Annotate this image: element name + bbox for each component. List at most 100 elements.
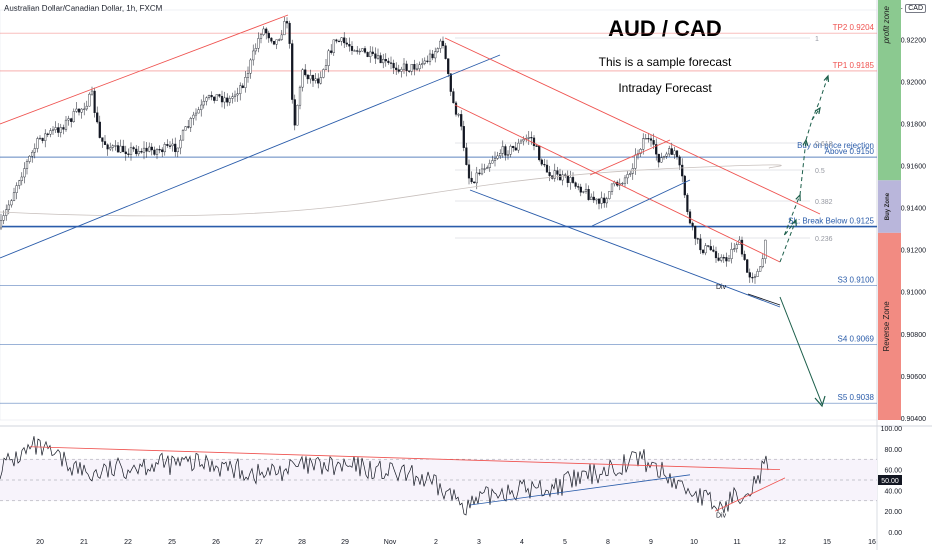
candle-body <box>647 138 650 140</box>
level-label: SL: Break Below 0.9125 <box>788 217 874 226</box>
candle-body <box>439 40 442 49</box>
candle-body <box>249 59 252 74</box>
candle-body <box>181 129 185 141</box>
candle-body <box>384 59 387 62</box>
rsi-line <box>0 436 769 516</box>
level-label: S4 0.9069 <box>838 334 875 343</box>
divergence-label: Div <box>716 284 727 291</box>
candle-body <box>239 85 242 94</box>
candle-body <box>512 145 515 149</box>
forecast-type: Intraday Forecast <box>618 81 712 95</box>
reverse-arrow-line <box>779 296 823 405</box>
time-tick-label: 12 <box>778 539 786 546</box>
candle-body <box>101 137 104 142</box>
fib-label: 0.382 <box>815 199 833 206</box>
zone-label: Reverse Zone <box>882 301 891 352</box>
candle-body <box>462 126 465 148</box>
currency-badge[interactable]: CAD <box>905 4 926 13</box>
candle-body <box>207 95 211 99</box>
rsi-tick-label: 20.00 <box>884 509 902 516</box>
candle-body <box>491 160 494 164</box>
candle-body <box>535 145 538 147</box>
candle-body <box>743 253 746 260</box>
candle-body <box>145 147 148 152</box>
candle-body <box>77 108 81 113</box>
candle-body <box>402 63 406 70</box>
candle-body <box>436 48 439 52</box>
candle-body <box>460 114 463 127</box>
candle-body <box>649 138 653 141</box>
candle-body <box>278 39 281 41</box>
candle-body <box>558 174 562 181</box>
candle-body <box>236 93 239 96</box>
candle-body <box>538 145 541 161</box>
rsi-tick-label: 100.00 <box>881 426 903 433</box>
candle-body <box>725 257 728 262</box>
candle-body <box>314 78 317 81</box>
candle-body <box>545 164 549 173</box>
candle-body <box>707 245 710 247</box>
time-tick-label: 29 <box>341 539 349 546</box>
candle-body <box>595 198 598 201</box>
candle-body <box>756 271 759 277</box>
candle-body <box>597 198 601 204</box>
forecast-title: AUD / CAD <box>608 16 722 41</box>
candle-body <box>753 276 757 278</box>
candle-body <box>340 37 343 42</box>
candle-body <box>98 121 101 138</box>
candle-body <box>517 142 520 151</box>
level-label: Above 0.9150 <box>825 147 875 156</box>
candle-body <box>454 102 458 115</box>
candle-body <box>356 50 359 52</box>
candle-body <box>267 32 270 39</box>
time-tick-label: 9 <box>649 539 653 546</box>
candle-body <box>41 137 44 141</box>
zone-band <box>878 232 901 420</box>
candle-body <box>366 52 369 57</box>
candle-body <box>330 50 333 53</box>
price-tick-label: 0.91800 <box>901 122 926 129</box>
price-tick-label: 0.92200 <box>901 37 926 44</box>
candle-body <box>233 94 237 97</box>
forecast-arrow-tp4-head <box>814 106 821 115</box>
fib-label: 0.236 <box>815 236 833 243</box>
candle-body <box>15 185 18 193</box>
candle-body <box>483 168 486 170</box>
candle-body <box>371 51 374 54</box>
candle-body <box>64 119 68 130</box>
candle-body <box>350 46 354 51</box>
candle-body <box>553 170 556 179</box>
candle-body <box>106 144 109 150</box>
candle-body <box>382 59 385 64</box>
candle-body <box>655 144 658 155</box>
rsi-tick-label: 0.00 <box>888 530 902 537</box>
candle-body <box>577 186 580 188</box>
candle-body <box>681 164 684 177</box>
candle-body <box>733 248 736 250</box>
candle-body <box>714 251 718 259</box>
candle-body <box>673 150 676 155</box>
candle-body <box>83 108 86 110</box>
candle-body <box>610 183 614 192</box>
candle-body <box>376 55 380 59</box>
rsi-tick-label: 80.00 <box>884 447 902 454</box>
candle-body <box>410 64 413 72</box>
candle-body <box>358 50 361 53</box>
candle-body <box>470 177 473 183</box>
candle-body <box>699 238 702 251</box>
candle-body <box>748 272 751 278</box>
candle-body <box>764 239 767 259</box>
candle-body <box>428 53 432 62</box>
time-tick-label: 2 <box>434 539 438 546</box>
candle-body <box>452 91 455 104</box>
candle-body <box>543 163 546 166</box>
candle-body <box>262 28 265 35</box>
currency-indicator: · CAD <box>901 4 926 13</box>
time-tick-label: 10 <box>690 539 698 546</box>
candle-body <box>623 177 627 184</box>
candle-body <box>348 44 351 47</box>
candle-body <box>270 37 273 42</box>
candle-body <box>291 43 294 100</box>
candle-body <box>254 48 257 52</box>
